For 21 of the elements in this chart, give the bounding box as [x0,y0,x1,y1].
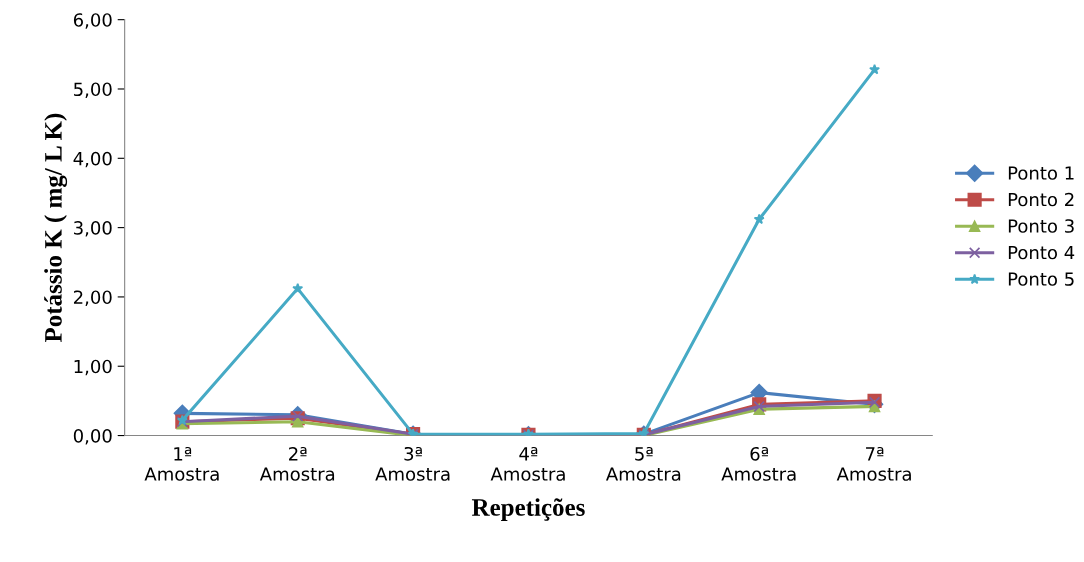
y-tick-label: 4,00 [73,151,112,168]
legend-label: Ponto 4 [1008,245,1075,260]
x-tick-label: 6ª Amostra [721,446,796,481]
y-axis-title: Potássio K ( mg/ L K) [44,113,68,343]
x-tick-label: 4ª Amostra [490,446,565,481]
y-tick-label: 6,00 [73,13,112,29]
x-tick-label: 1ª Amostra [144,446,219,481]
y-tick-label: 2,00 [73,290,112,306]
legend-label: Ponto 3 [1008,219,1074,233]
x-tick-label: 3ª Amostra [375,446,450,481]
x-axis-title: Repetições [471,498,585,521]
legend-label: Ponto 2 [1008,192,1074,207]
x-tick-label: 2ª Amostra [259,446,335,481]
y-tick-label: 3,00 [74,221,112,237]
y-tick-label: 1,00 [74,359,112,376]
legend-label: Ponto 5 [1008,272,1074,286]
legend-label: Ponto 1 [1008,166,1074,180]
x-tick-label: 5ª Amostra [605,446,681,481]
y-tick-label: 0,00 [73,429,112,445]
y-tick-label: 5,00 [74,82,112,98]
x-tick-label: 7ª Amostra [836,446,911,481]
